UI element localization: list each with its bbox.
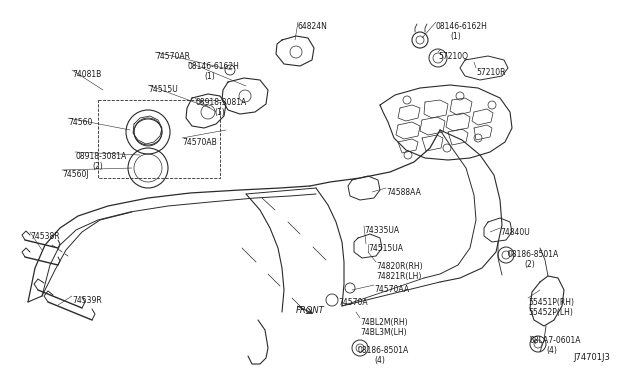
Text: 74515UA: 74515UA (368, 244, 403, 253)
Text: 55452P(LH): 55452P(LH) (528, 308, 573, 317)
Text: 08918-3081A: 08918-3081A (75, 152, 126, 161)
Text: 74840U: 74840U (500, 228, 530, 237)
Text: (2): (2) (524, 260, 535, 269)
Text: 74560: 74560 (68, 118, 92, 127)
Text: 74515U: 74515U (148, 85, 178, 94)
Text: 74570AA: 74570AA (374, 285, 409, 294)
Text: 08186-8501A: 08186-8501A (358, 346, 409, 355)
Text: 74570A: 74570A (338, 298, 367, 307)
Text: 08LA7-0601A: 08LA7-0601A (530, 336, 582, 345)
Text: 74821R(LH): 74821R(LH) (376, 272, 421, 281)
Text: 74560J: 74560J (62, 170, 88, 179)
Text: 57210Q: 57210Q (438, 52, 468, 61)
Text: 74570AR: 74570AR (155, 52, 190, 61)
Text: FRONT: FRONT (296, 306, 324, 315)
Text: 74335UA: 74335UA (364, 226, 399, 235)
Text: 08918-3081A: 08918-3081A (195, 98, 246, 107)
Text: (4): (4) (546, 346, 557, 355)
Text: 74588AA: 74588AA (386, 188, 421, 197)
Text: 74820R(RH): 74820R(RH) (376, 262, 422, 271)
Text: 74BL2M(RH): 74BL2M(RH) (360, 318, 408, 327)
Text: 55451P(RH): 55451P(RH) (528, 298, 574, 307)
Text: 74081B: 74081B (72, 70, 101, 79)
Text: 57210R: 57210R (476, 68, 506, 77)
Text: 74538R: 74538R (30, 232, 60, 241)
Text: J74701J3: J74701J3 (573, 353, 610, 362)
Text: 08146-6162H: 08146-6162H (188, 62, 240, 71)
Text: 74570AB: 74570AB (182, 138, 217, 147)
Text: (4): (4) (374, 356, 385, 365)
Text: (1): (1) (450, 32, 461, 41)
Text: (1): (1) (214, 108, 225, 117)
Text: 08146-6162H: 08146-6162H (436, 22, 488, 31)
Text: 64824N: 64824N (298, 22, 328, 31)
Text: 08186-8501A: 08186-8501A (508, 250, 559, 259)
Text: 74539R: 74539R (72, 296, 102, 305)
Text: 74BL3M(LH): 74BL3M(LH) (360, 328, 406, 337)
Text: (2): (2) (92, 162, 103, 171)
Text: (1): (1) (204, 72, 215, 81)
